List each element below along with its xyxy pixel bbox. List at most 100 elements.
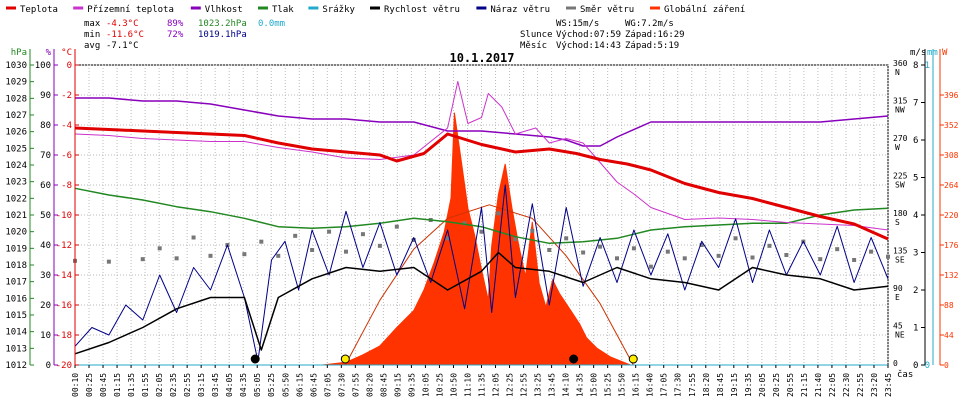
wind-direction-point — [631, 246, 636, 251]
stats-moon-rise: Východ:14:43 — [556, 41, 621, 51]
wind-direction-point — [394, 224, 399, 229]
wind-direction-point — [327, 229, 332, 234]
stats-min-press: 1019.1hPa — [198, 30, 247, 40]
wind-direction-point — [140, 257, 145, 262]
legend-label-3: Tlak — [272, 5, 294, 15]
sunset-marker — [628, 354, 638, 364]
x-axis-tick-label: 08:20 — [365, 373, 374, 397]
axis-tick-label-temperature: -18 — [56, 331, 72, 341]
x-axis-tick-label: 10:05 — [421, 373, 430, 397]
axis-tick-label-pressure: 1016 — [5, 294, 27, 304]
x-axis-tick-label: 04:05 — [225, 373, 234, 397]
x-axis-tick-label: 05:50 — [281, 373, 290, 397]
wind-direction-point — [699, 243, 704, 247]
wind-direction-point — [767, 243, 772, 248]
axis-tick-label-radiation: 220 — [944, 211, 959, 220]
x-axis-tick-label: 20:05 — [758, 373, 767, 397]
stats-max-temp: -4.3°C — [106, 19, 139, 29]
x-axis-tick-label: 02:05 — [155, 373, 164, 397]
x-axis-tick-label: 06:45 — [309, 373, 318, 397]
sunrise-marker — [340, 354, 350, 364]
axis-tick-label-humidity: 0 — [46, 361, 51, 371]
x-axis-tick-label: 03:45 — [211, 373, 220, 397]
series-temperature — [74, 126, 889, 241]
wind-direction-point — [818, 257, 823, 262]
axis-tick-label-pressure: 1029 — [5, 78, 27, 88]
axis-tick-label-rain: 1 — [925, 61, 930, 71]
axis-tick-label-pressure: 1020 — [5, 228, 27, 238]
x-axis-tick-label: 02:35 — [169, 373, 178, 397]
x-axis-tick-label: 21:40 — [814, 373, 823, 397]
axis-tick-label-humidity: 30 — [40, 271, 51, 281]
axis-tick-label-wind-speed: 3 — [913, 249, 918, 259]
legend-label-7: Směr větru — [580, 5, 634, 15]
wind-direction-point — [665, 249, 670, 254]
axis-tick-label-wind-direction: 360 — [893, 59, 908, 68]
axis-tick-label-humidity: 60 — [40, 181, 51, 191]
x-axis-tick-label: 07:30 — [337, 373, 346, 397]
axis-title-temperature: °C — [61, 48, 72, 58]
wind-direction-point — [615, 256, 619, 261]
legend-label-8: Globální záření — [664, 5, 745, 15]
wind-direction-point — [784, 253, 789, 257]
x-axis-tick-label: 17:05 — [660, 373, 669, 397]
axis-tick-label-wind-direction: 180 — [893, 209, 908, 218]
axis-title-rain: mm — [927, 48, 938, 58]
x-axis-tick-label: 01:55 — [141, 373, 150, 397]
axis-tick-label-radiation: 88 — [944, 301, 954, 310]
stats-panel: max -4.3°C 89% 1023.2hPa 0.0mm min -11.6… — [84, 19, 685, 51]
legend-label-4: Srážky — [322, 5, 355, 15]
wind-direction-point — [293, 233, 298, 238]
wind-direction-point — [750, 255, 755, 260]
x-axis-tick-label: 16:15 — [632, 373, 641, 397]
x-axis-tick-label: 15:00 — [590, 373, 599, 397]
wind-direction-point — [716, 253, 721, 258]
stats-min-hum: 72% — [167, 30, 184, 40]
axis-dir-label: SW — [895, 181, 905, 190]
axis-tick-label-wind-direction: 0 — [893, 359, 898, 368]
wind-direction-point — [445, 236, 450, 241]
axis-tick-label-wind-speed: 7 — [913, 99, 918, 109]
wind-direction-point — [157, 246, 162, 251]
axis-title-humidity: % — [46, 48, 52, 58]
series-wind-speed — [74, 251, 889, 355]
x-axis-tick-label: 03:15 — [197, 373, 206, 397]
wind-direction-point — [479, 229, 484, 234]
wind-direction-point — [564, 236, 569, 241]
stats-wg: WG:7.2m/s — [625, 19, 674, 29]
axis-tick-label-pressure: 1017 — [5, 278, 27, 288]
x-axis-tick-label: 11:10 — [463, 373, 472, 397]
axes: hPa1030102910281027102610251024102310221… — [5, 48, 958, 397]
moonrise-marker — [569, 354, 579, 364]
wind-direction-point — [581, 250, 586, 255]
x-axis-tick-label: 14:10 — [562, 373, 571, 397]
axis-tick-label-pressure: 1013 — [5, 344, 27, 354]
stats-sun-rise: Východ:07:59 — [556, 30, 621, 40]
axis-dir-label: E — [895, 293, 900, 302]
x-axis-tick-label: 16:40 — [646, 373, 655, 397]
stats-min-temp: -11.6°C — [106, 30, 144, 40]
axis-tick-label-pressure: 1027 — [5, 111, 27, 121]
axis-tick-label-radiation: 264 — [944, 181, 959, 190]
x-axis-tick-label: 00:25 — [85, 373, 94, 397]
series-global-radiation — [322, 112, 631, 366]
wind-direction-point — [886, 254, 890, 259]
x-axis-tick-label: 04:35 — [239, 373, 248, 397]
wind-direction-point — [869, 249, 874, 254]
wind-direction-point — [648, 264, 653, 269]
moonset-marker — [250, 354, 260, 364]
axis-tick-label-radiation: 0 — [944, 361, 949, 370]
legend-label-0: Teplota — [20, 5, 58, 15]
axis-tick-label-humidity: 10 — [40, 331, 51, 341]
axis-tick-label-pressure: 1021 — [5, 211, 27, 221]
axis-tick-label-temperature: -20 — [56, 361, 72, 371]
axis-title-radiation: W — [942, 48, 948, 58]
axis-tick-label-wind-direction: 315 — [893, 97, 908, 106]
x-axis-tick-label: 22:05 — [828, 373, 837, 397]
wind-direction-point — [208, 253, 213, 258]
wind-direction-point — [411, 238, 416, 242]
wind-direction-point — [242, 252, 247, 257]
axis-dir-label: NE — [895, 331, 905, 340]
axis-tick-label-wind-speed: 0 — [913, 361, 918, 371]
